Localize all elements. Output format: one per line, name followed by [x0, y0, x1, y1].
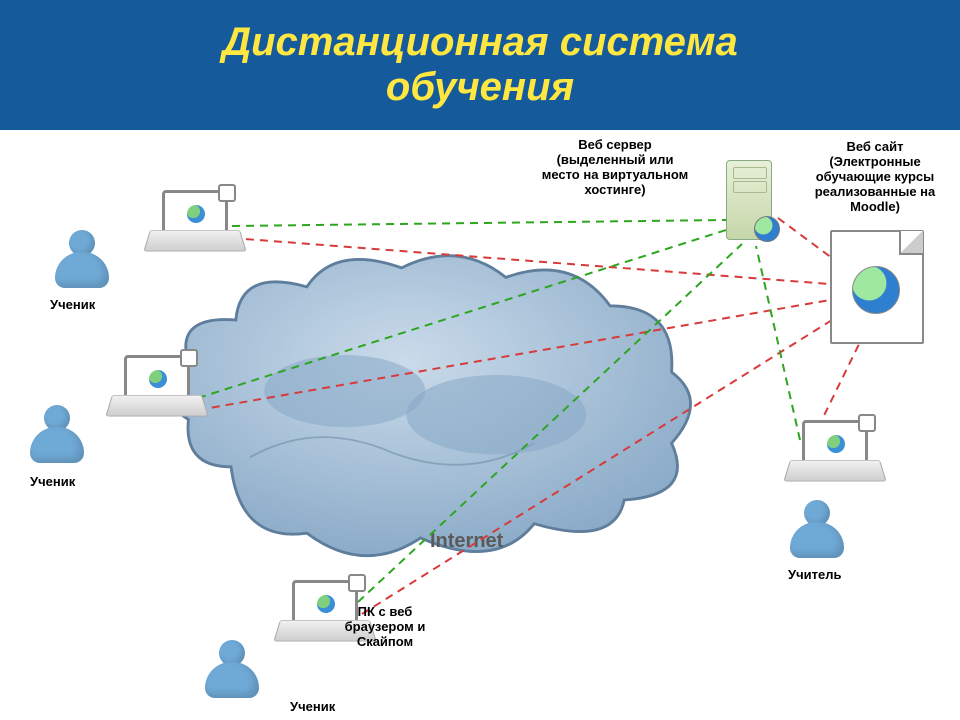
web-server-icon: [720, 160, 780, 248]
site-caption: Веб сайт (Электронные обучающие курсы ре…: [800, 140, 950, 215]
student1-laptop: [150, 190, 240, 260]
teacher-laptop: [790, 420, 880, 490]
server-caption: Веб сервер (выделенный или место на вирт…: [520, 138, 710, 198]
slide-title: Дистанционная система обучения: [0, 0, 960, 130]
title-text: Дистанционная система обучения: [222, 20, 738, 110]
student3-label: Ученик: [290, 700, 335, 715]
diagram-stage: Дистанционная система обучения Internet …: [0, 0, 960, 720]
website-doc-icon: [830, 230, 924, 344]
student2-label: Ученик: [30, 475, 75, 490]
cloud-label: Internet: [430, 530, 503, 553]
student3-person-icon: [205, 640, 259, 700]
student1-label: Ученик: [50, 298, 95, 313]
student2-person-icon: [30, 405, 84, 465]
teacher-label: Учитель: [788, 568, 841, 583]
pc-caption: ПК с веб браузером и Скайпом: [330, 605, 440, 650]
student2-laptop: [112, 355, 202, 425]
teacher-person-icon: [790, 500, 844, 560]
student1-person-icon: [55, 230, 109, 290]
